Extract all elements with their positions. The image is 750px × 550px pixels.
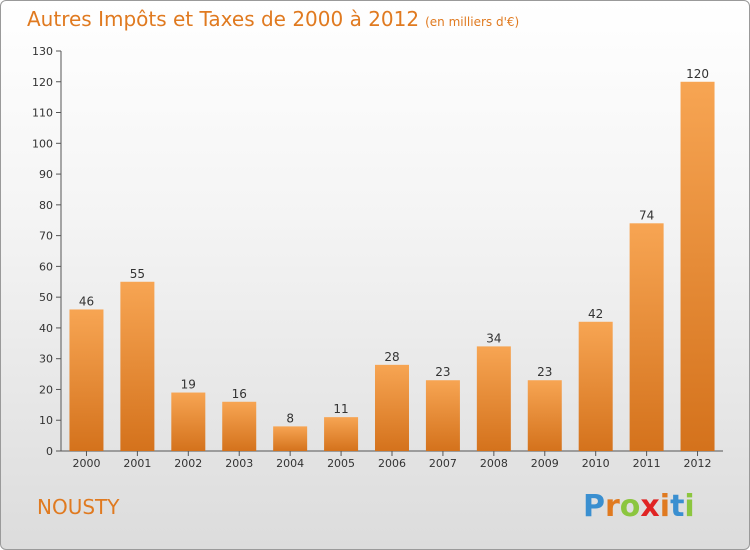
y-tick-label: 70: [39, 230, 53, 243]
y-tick-label: 30: [39, 353, 53, 366]
x-tick-label: 2008: [480, 457, 508, 470]
x-axis: 2000 2001 2002 2003 2004 2005 2006 2007 2008 2009…: [61, 450, 723, 470]
bar: [527, 380, 562, 451]
bar: [425, 380, 460, 451]
y-tick-label: 40: [39, 322, 53, 335]
x-tick-label: 2003: [225, 457, 253, 470]
x-tick-label: 2005: [327, 457, 355, 470]
y-tick-label: 130: [32, 45, 53, 58]
x-tick-label: 2000: [72, 457, 100, 470]
logo-letter: i: [684, 489, 695, 524]
data-label: 23: [435, 365, 450, 379]
data-label: 74: [639, 208, 654, 222]
y-tick-label: 50: [39, 291, 53, 304]
logo-letter: t: [670, 489, 685, 524]
logo-letter: r: [605, 489, 620, 524]
chart-title-text: Autres Impôts et Taxes de 2000 à 2012: [27, 7, 420, 31]
x-tick-label: 2010: [582, 457, 610, 470]
logo-letter: o: [619, 489, 641, 524]
data-label: 55: [130, 267, 145, 281]
data-label: 16: [232, 387, 247, 401]
chart-unit-label: (en milliers d'€): [425, 15, 520, 29]
bar: [476, 346, 511, 451]
data-label: 8: [286, 411, 294, 425]
x-tick-label: 2011: [633, 457, 661, 470]
commune-name: NOUSTY: [37, 495, 120, 519]
y-tick-label: 80: [39, 199, 53, 212]
bar: [578, 321, 613, 451]
logo-letter: P: [583, 489, 605, 524]
data-labels: 46 55 19 16 8 11 28 23 34 23 42 74 120: [79, 67, 709, 426]
x-tick-label: 2012: [684, 457, 712, 470]
bar: [171, 392, 206, 451]
y-tick-label: 110: [32, 107, 53, 120]
data-label: 34: [486, 331, 501, 345]
chart-title: Autres Impôts et Taxes de 2000 à 2012 (en…: [27, 7, 519, 31]
y-tick-label: 0: [46, 445, 53, 458]
data-label: 46: [79, 294, 94, 308]
bars: [69, 81, 715, 452]
y-tick-label: 60: [39, 260, 53, 273]
bar: [273, 426, 308, 451]
x-tick-label: 2004: [276, 457, 304, 470]
proxiti-logo[interactable]: Proxiti: [583, 489, 695, 524]
logo-letter: x: [640, 489, 660, 524]
data-label: 120: [686, 67, 709, 81]
y-tick-label: 20: [39, 383, 53, 396]
data-label: 28: [384, 350, 399, 364]
data-label: 19: [181, 378, 196, 392]
logo-letter: i: [659, 489, 671, 524]
y-tick-label: 10: [39, 414, 53, 427]
y-tick-label: 90: [39, 168, 53, 181]
y-axis: 0 10 20 30 40 50 60 70 80 90 100 110 120 130: [32, 45, 62, 458]
data-label: 23: [537, 365, 552, 379]
bar: [120, 281, 155, 451]
bar: [680, 81, 715, 452]
x-tick-label: 2006: [378, 457, 406, 470]
x-tick-label: 2002: [174, 457, 202, 470]
y-tick-label: 100: [32, 137, 53, 150]
data-label: 42: [588, 307, 603, 321]
y-tick-label: 120: [32, 76, 53, 89]
bar: [222, 401, 257, 451]
bar: [375, 364, 409, 451]
x-tick-label: 2007: [429, 457, 457, 470]
x-tick-label: 2001: [123, 457, 151, 470]
bar: [69, 309, 104, 451]
bar: [629, 223, 664, 451]
data-label: 11: [333, 402, 348, 416]
bar: [324, 417, 359, 451]
x-tick-label: 2009: [531, 457, 559, 470]
